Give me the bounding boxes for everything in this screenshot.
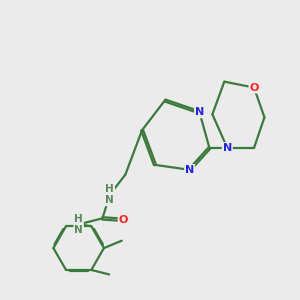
Text: O: O (118, 215, 128, 225)
Text: N: N (185, 165, 194, 175)
Text: N: N (223, 143, 232, 153)
Text: O: O (249, 82, 259, 93)
Text: N: N (195, 107, 204, 117)
Text: H
N: H N (74, 214, 83, 235)
Text: H
N: H N (106, 184, 114, 206)
